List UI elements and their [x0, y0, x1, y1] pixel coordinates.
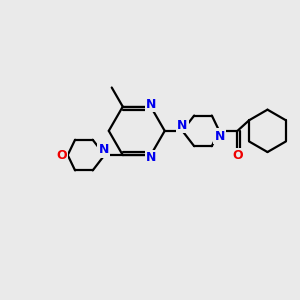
Text: N: N: [214, 130, 225, 143]
Text: N: N: [146, 151, 157, 164]
Text: N: N: [99, 143, 109, 156]
Text: N: N: [177, 119, 188, 132]
Text: N: N: [146, 98, 157, 111]
Text: O: O: [232, 149, 243, 162]
Text: O: O: [56, 148, 67, 162]
